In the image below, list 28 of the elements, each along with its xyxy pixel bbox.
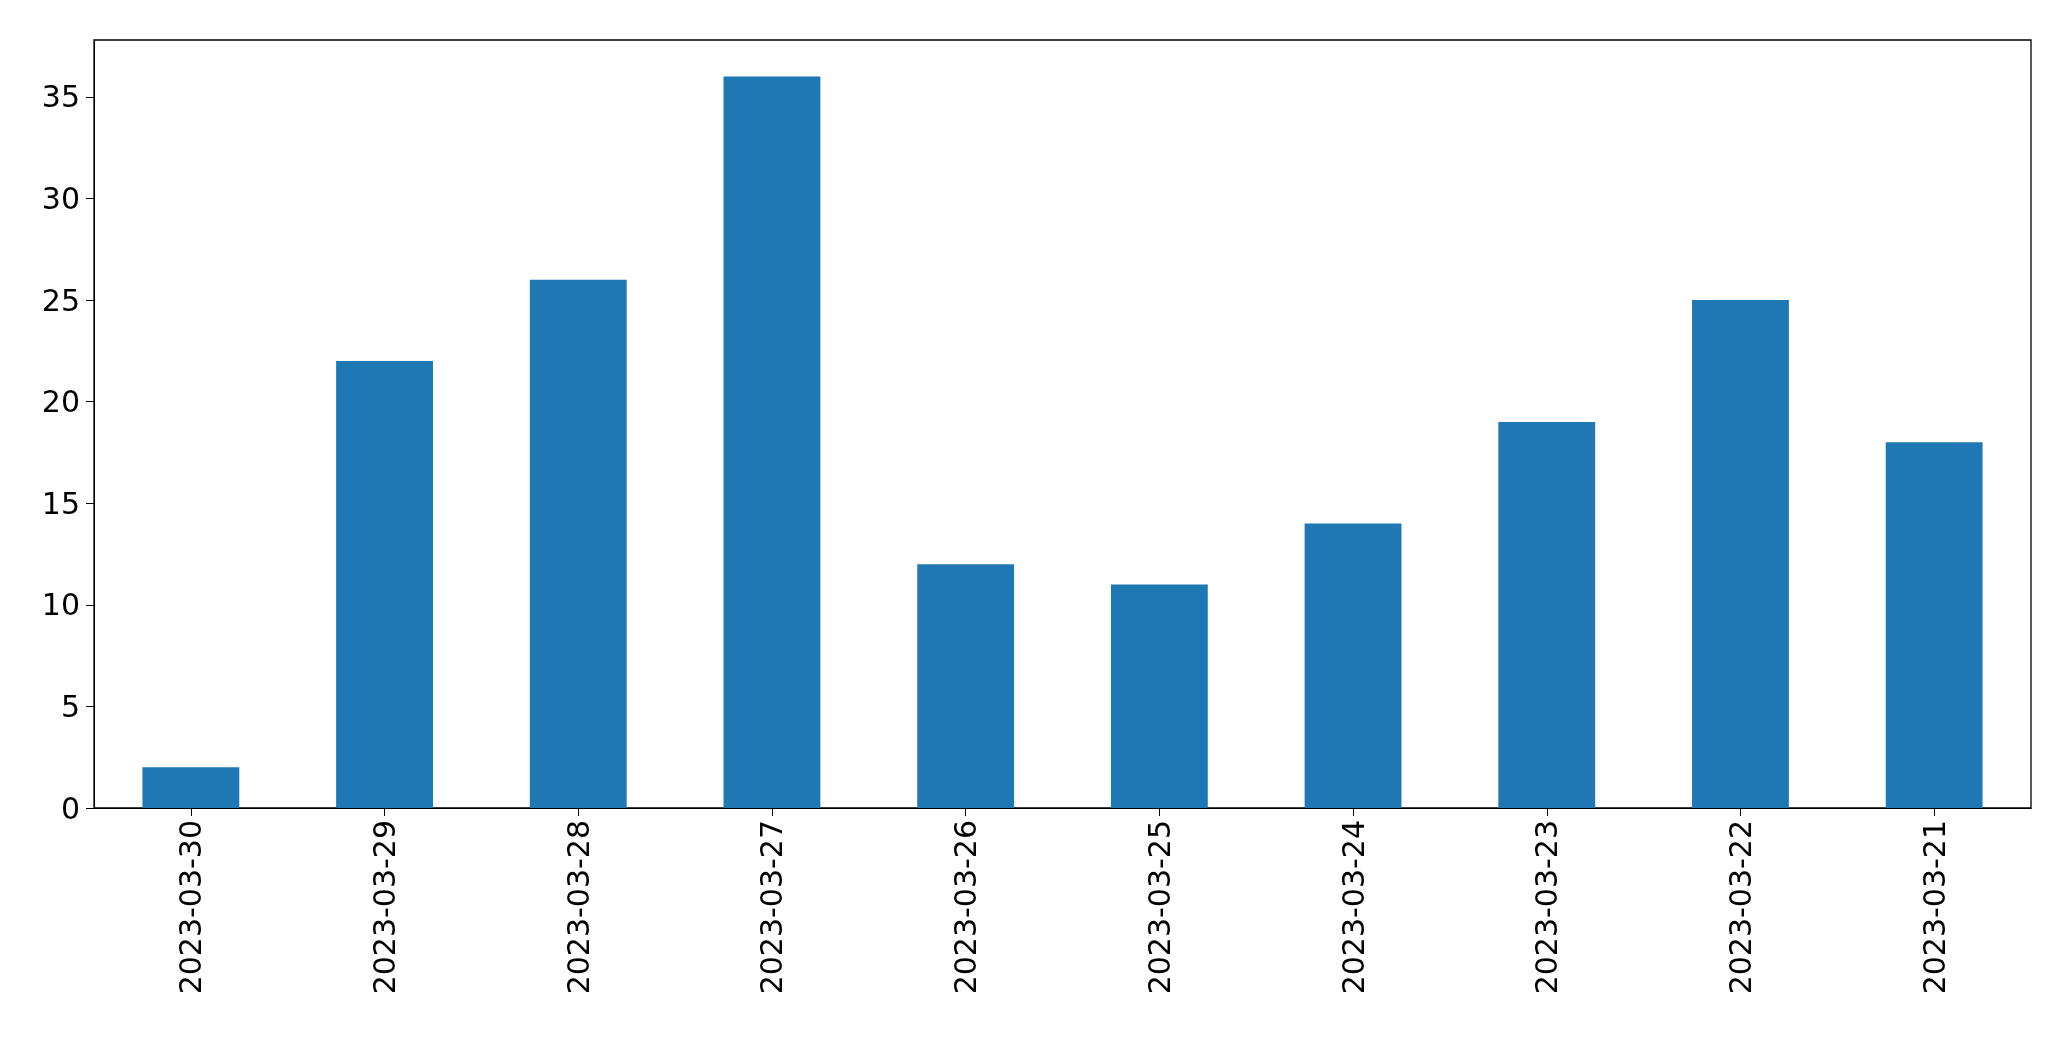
bar [1110, 584, 1208, 808]
bar [1692, 300, 1789, 808]
y-tick-label: 25 [41, 282, 80, 318]
x-tick-label: 2023-03-27 [754, 820, 790, 995]
x-tick-label: 2023-03-24 [1335, 820, 1371, 995]
bar [723, 76, 821, 808]
y-tick-label: 35 [41, 79, 80, 115]
bar [142, 767, 240, 808]
x-tick-label: 2023-03-22 [1722, 820, 1758, 995]
x-tick-label: 2023-03-28 [560, 820, 596, 995]
x-tick-label: 2023-03-26 [948, 820, 984, 995]
x-tick-label: 2023-03-21 [1916, 820, 1952, 995]
y-tick-label: 30 [41, 180, 80, 216]
bar [529, 279, 627, 808]
y-tick-label: 15 [41, 485, 80, 521]
x-tick-label: 2023-03-30 [173, 820, 209, 995]
y-tick-label: 20 [41, 384, 80, 420]
y-tick-label: 5 [60, 688, 80, 724]
y-tick-label: 10 [41, 587, 80, 623]
x-tick-label: 2023-03-29 [367, 820, 403, 995]
y-tick-label: 0 [60, 790, 80, 826]
bar [1304, 523, 1402, 808]
bar [1498, 421, 1596, 808]
bar [1885, 442, 1983, 808]
x-tick-label: 2023-03-23 [1529, 820, 1565, 995]
bar [336, 361, 433, 808]
bar [917, 564, 1015, 808]
x-tick-label: 2023-03-25 [1141, 820, 1177, 995]
